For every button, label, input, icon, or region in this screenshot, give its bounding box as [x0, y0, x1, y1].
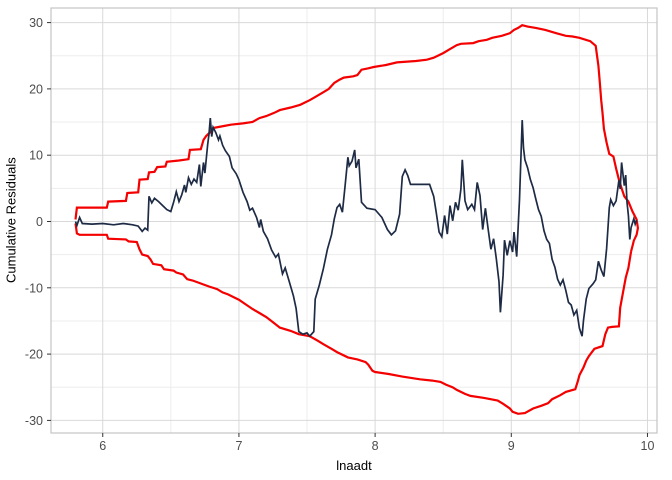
- x-tick-label: 7: [235, 439, 242, 453]
- series-cumulative-residuals: [74, 118, 638, 338]
- y-axis-title: Cumulative Residuals: [3, 157, 19, 284]
- y-tick-label: 30: [29, 16, 43, 30]
- y-tick-label: 10: [29, 149, 43, 163]
- x-axis-title: lnaadt: [336, 458, 372, 473]
- panel-background: [51, 8, 657, 433]
- y-tick-label: 20: [29, 82, 43, 96]
- y-tick-label: -20: [25, 348, 43, 362]
- x-tick-label: 8: [372, 439, 379, 453]
- series-simulation-envelope-lower: [74, 223, 633, 415]
- y-tick-label: 0: [36, 215, 43, 229]
- panel-border: [50, 7, 658, 434]
- y-tick-label: -30: [25, 414, 43, 428]
- y-tick-label: -10: [25, 281, 43, 295]
- x-tick-label: 9: [508, 439, 515, 453]
- series-simulation-envelope-upper: [74, 24, 640, 252]
- x-tick-label: 6: [99, 439, 106, 453]
- x-tick-label: 10: [641, 439, 655, 453]
